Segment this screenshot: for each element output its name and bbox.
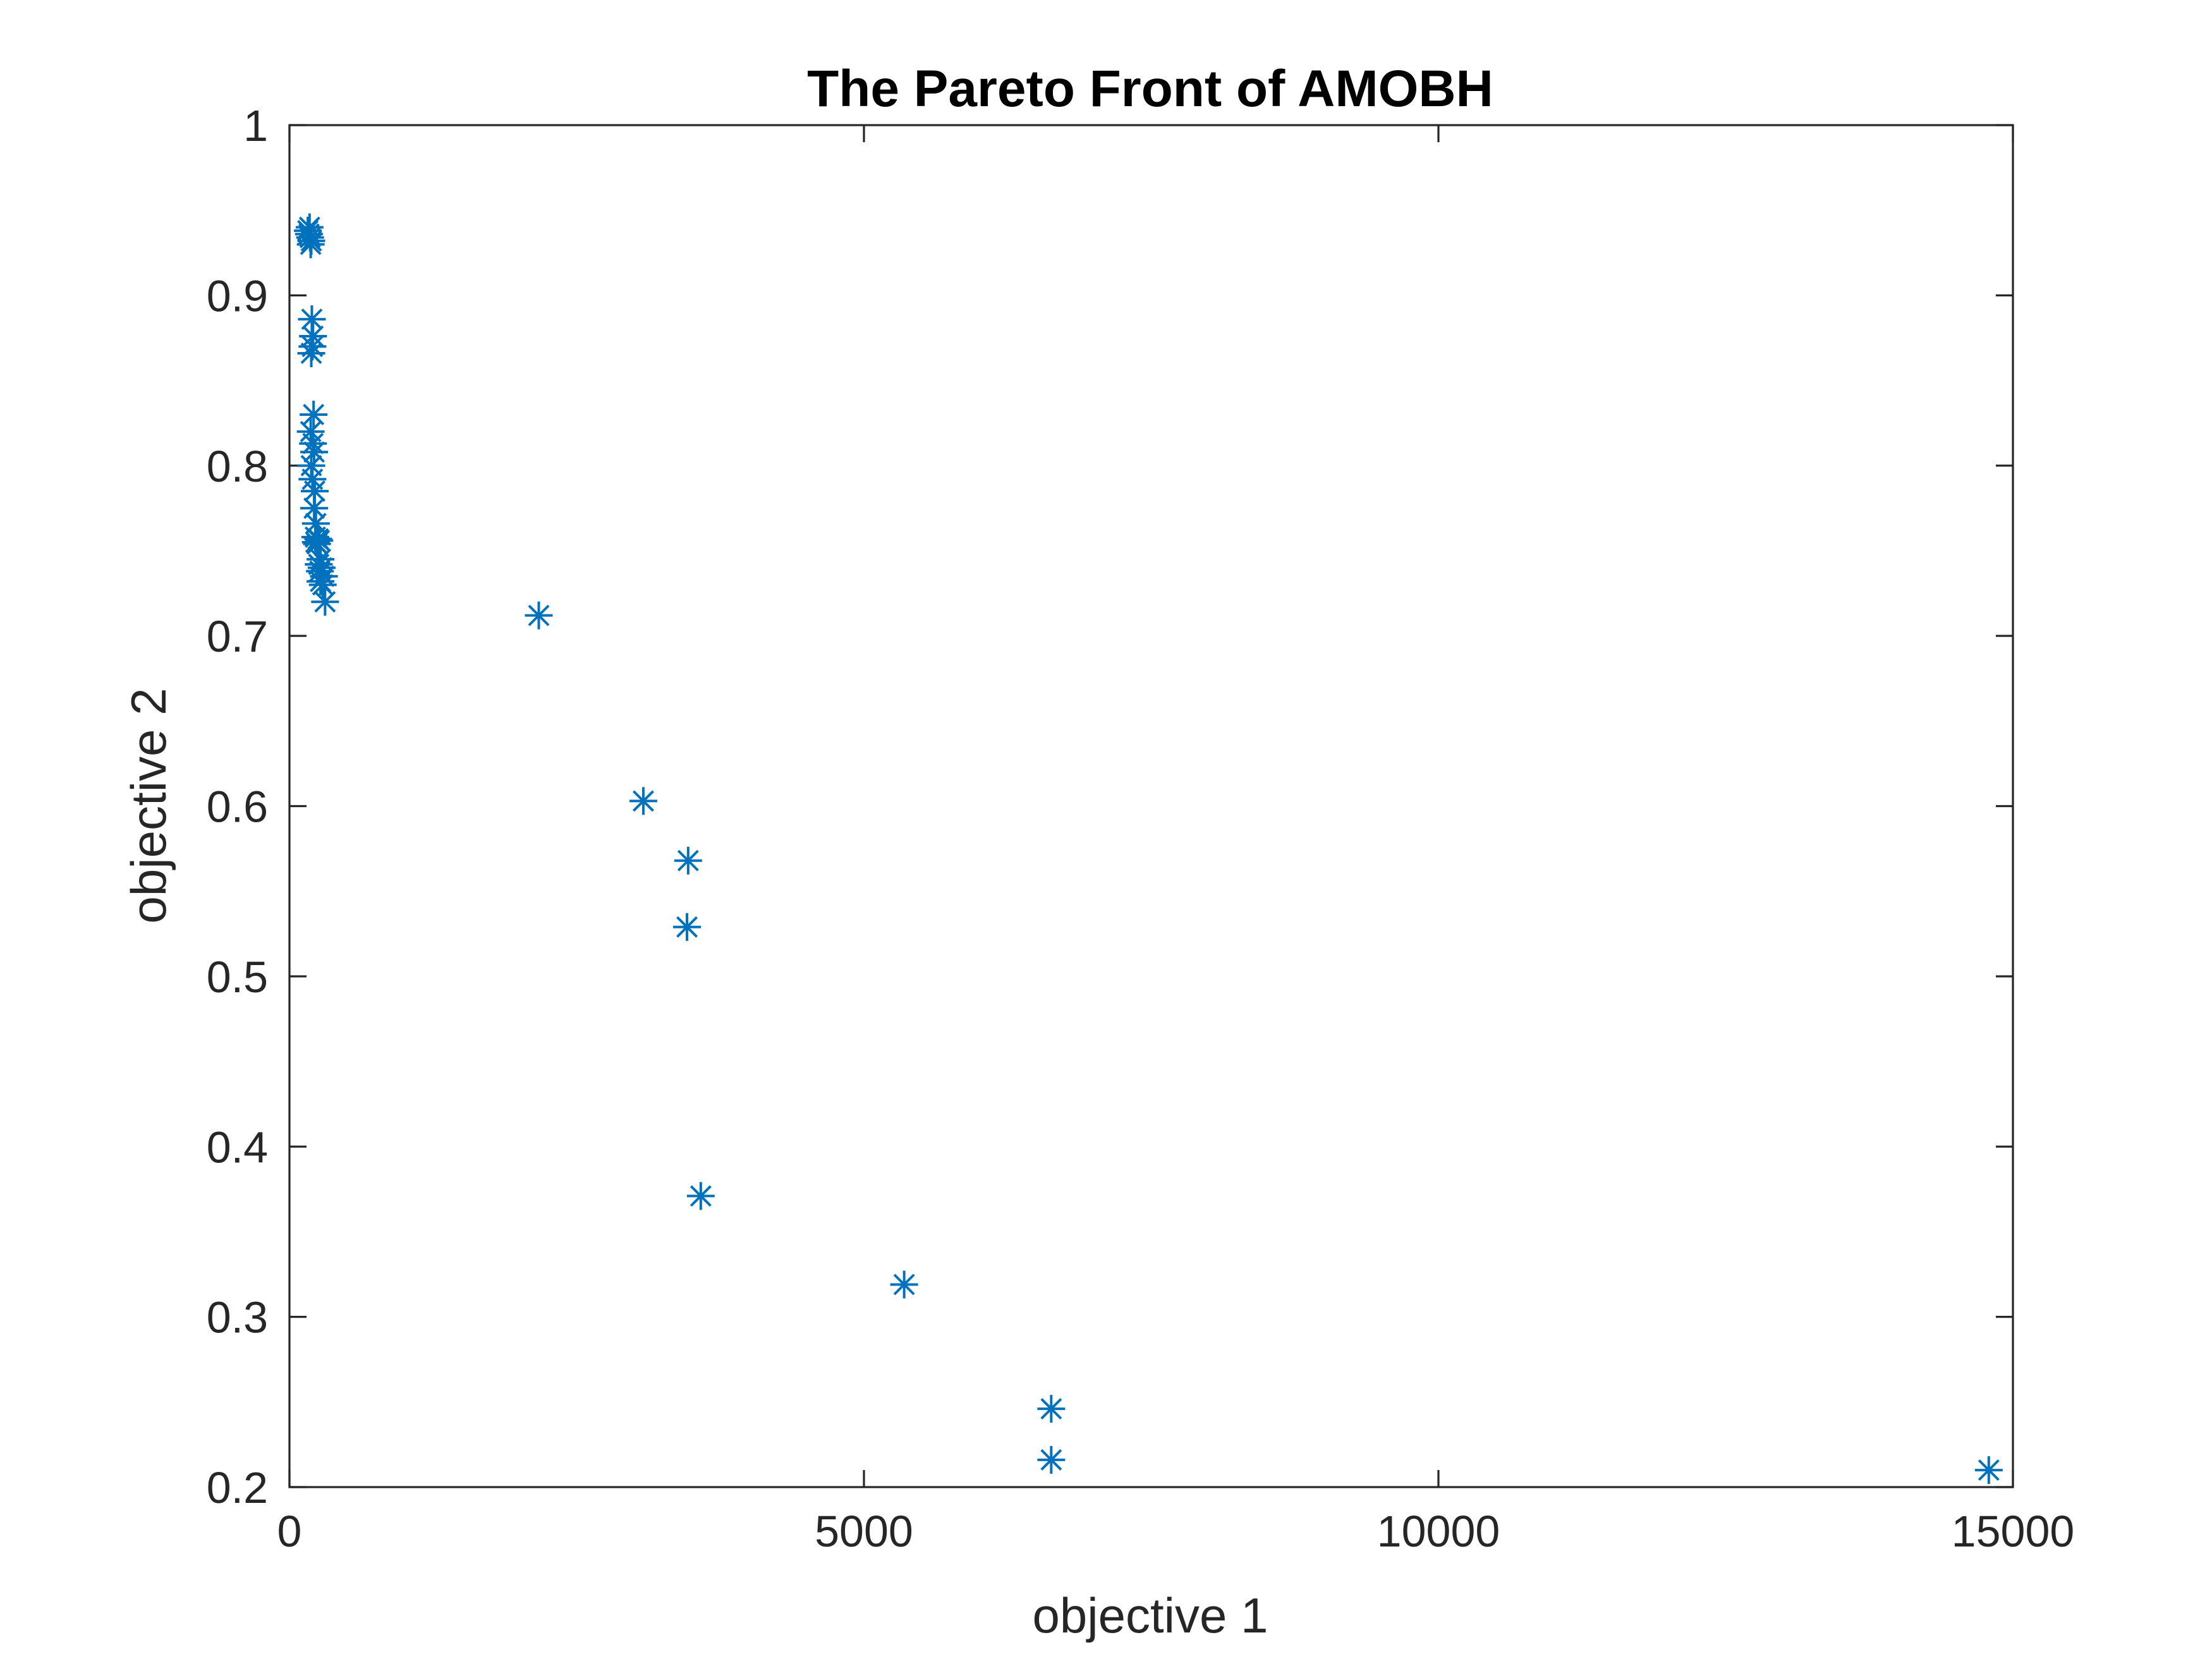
data-point-marker xyxy=(300,400,328,428)
data-point-marker xyxy=(297,339,325,367)
y-tick-label: 0.7 xyxy=(207,612,268,661)
y-tick-label: 0.4 xyxy=(207,1122,268,1172)
x-axis-ticks: 0 5000 10000 15000 xyxy=(277,125,2075,1556)
data-point-marker xyxy=(1037,1445,1066,1474)
data-point-marker xyxy=(890,1270,918,1299)
data-point-marker xyxy=(311,588,339,616)
y-tick-label: 0.9 xyxy=(207,271,268,320)
y-tick-label: 0.5 xyxy=(207,952,268,1002)
y-axis-ticks: 0.2 0.3 0.4 0.5 0.6 0.7 0.8 0.9 1 xyxy=(207,101,2013,1512)
data-point-marker xyxy=(673,913,702,941)
x-tick-label: 0 xyxy=(277,1507,302,1556)
x-tick-label: 5000 xyxy=(815,1507,913,1556)
data-point-marker xyxy=(525,601,553,629)
data-point-marker xyxy=(296,230,325,258)
x-axis-label: objective 1 xyxy=(1033,1588,1268,1643)
y-axis-label: objective 2 xyxy=(121,688,176,924)
data-point-marker xyxy=(629,787,657,815)
y-tick-label: 0.8 xyxy=(207,442,268,491)
y-tick-label: 0.3 xyxy=(207,1293,268,1342)
chart-title: The Pareto Front of AMOBH xyxy=(807,60,1493,118)
y-tick-label: 1 xyxy=(243,101,268,150)
data-point-marker xyxy=(1037,1395,1066,1423)
data-point-marker xyxy=(686,1182,715,1210)
x-tick-label: 10000 xyxy=(1377,1507,1500,1556)
y-tick-label: 0.2 xyxy=(207,1463,268,1512)
data-point-marker xyxy=(1974,1456,2003,1485)
y-tick-label: 0.6 xyxy=(207,782,268,832)
scatter-points xyxy=(294,213,2003,1485)
data-point-marker xyxy=(300,494,329,523)
data-point-marker xyxy=(674,846,702,875)
x-tick-label: 15000 xyxy=(1952,1507,2075,1556)
